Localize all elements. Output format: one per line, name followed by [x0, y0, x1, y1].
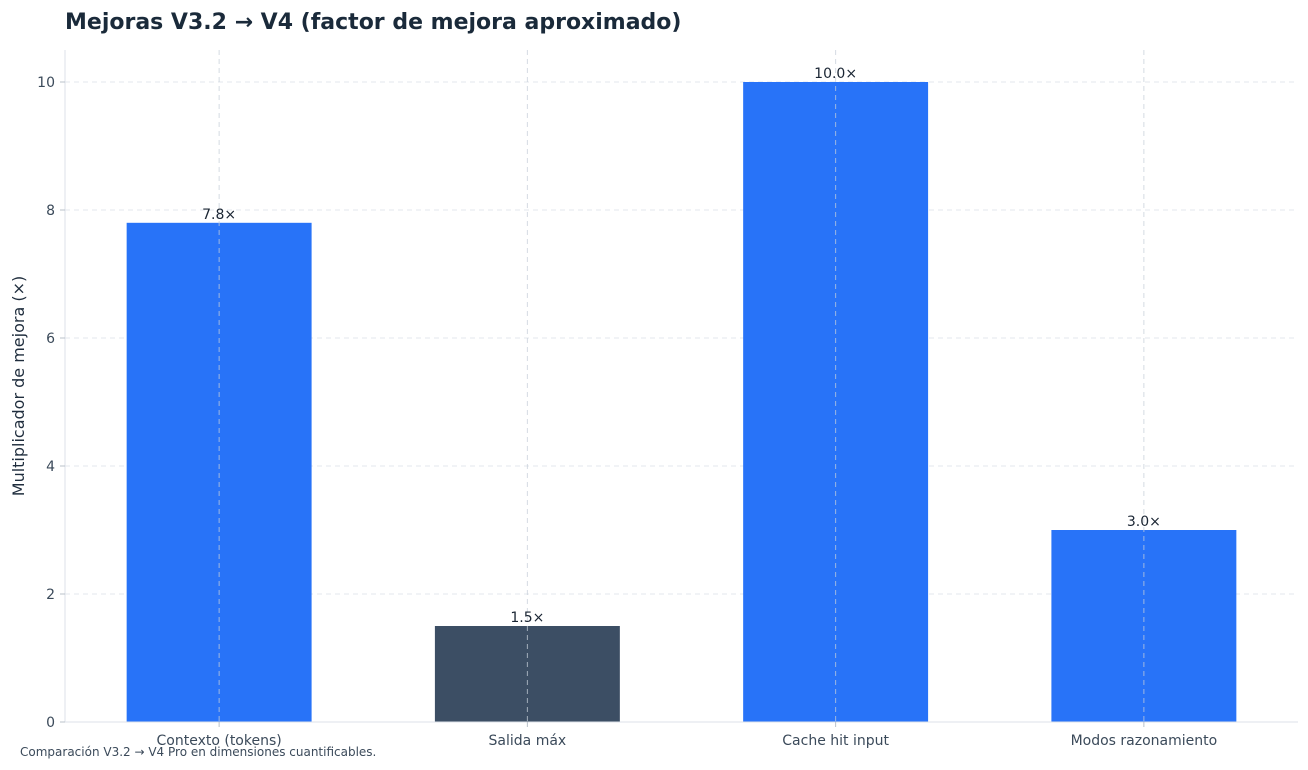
data-label: 10.0×: [814, 66, 857, 82]
y-axis-label: Multiplicador de mejora (×): [9, 276, 28, 496]
x-tick-label: Contexto (tokens): [157, 733, 282, 749]
y-tick-label: 8: [46, 203, 55, 219]
y-tick-label: 0: [46, 715, 55, 731]
bars-layer: [126, 82, 1237, 723]
x-tick-label: Salida máx: [489, 733, 567, 749]
x-tick-label: Modos razonamiento: [1071, 733, 1218, 749]
chart-title: Mejoras V3.2 → V4 (factor de mejora apro…: [65, 10, 681, 35]
labels-layer: 0 2 4 6 8 10 Contexto (tokens) Salida máx Cache …: [37, 66, 1217, 749]
axes-layer: [60, 50, 1298, 727]
y-tick-label: 10: [37, 75, 55, 91]
data-label: 3.0×: [1127, 514, 1161, 530]
x-tick-label: Cache hit input: [782, 733, 889, 749]
y-tick-label: 2: [46, 587, 55, 603]
y-tick-label: 4: [46, 459, 55, 475]
data-label: 1.5×: [510, 610, 544, 626]
footnote: Comparación V3.2 → V4 Pro en dimensiones…: [20, 745, 377, 759]
y-tick-label: 6: [46, 331, 55, 347]
data-label: 7.8×: [202, 207, 236, 223]
vertical-grid-layer: [218, 50, 1145, 722]
